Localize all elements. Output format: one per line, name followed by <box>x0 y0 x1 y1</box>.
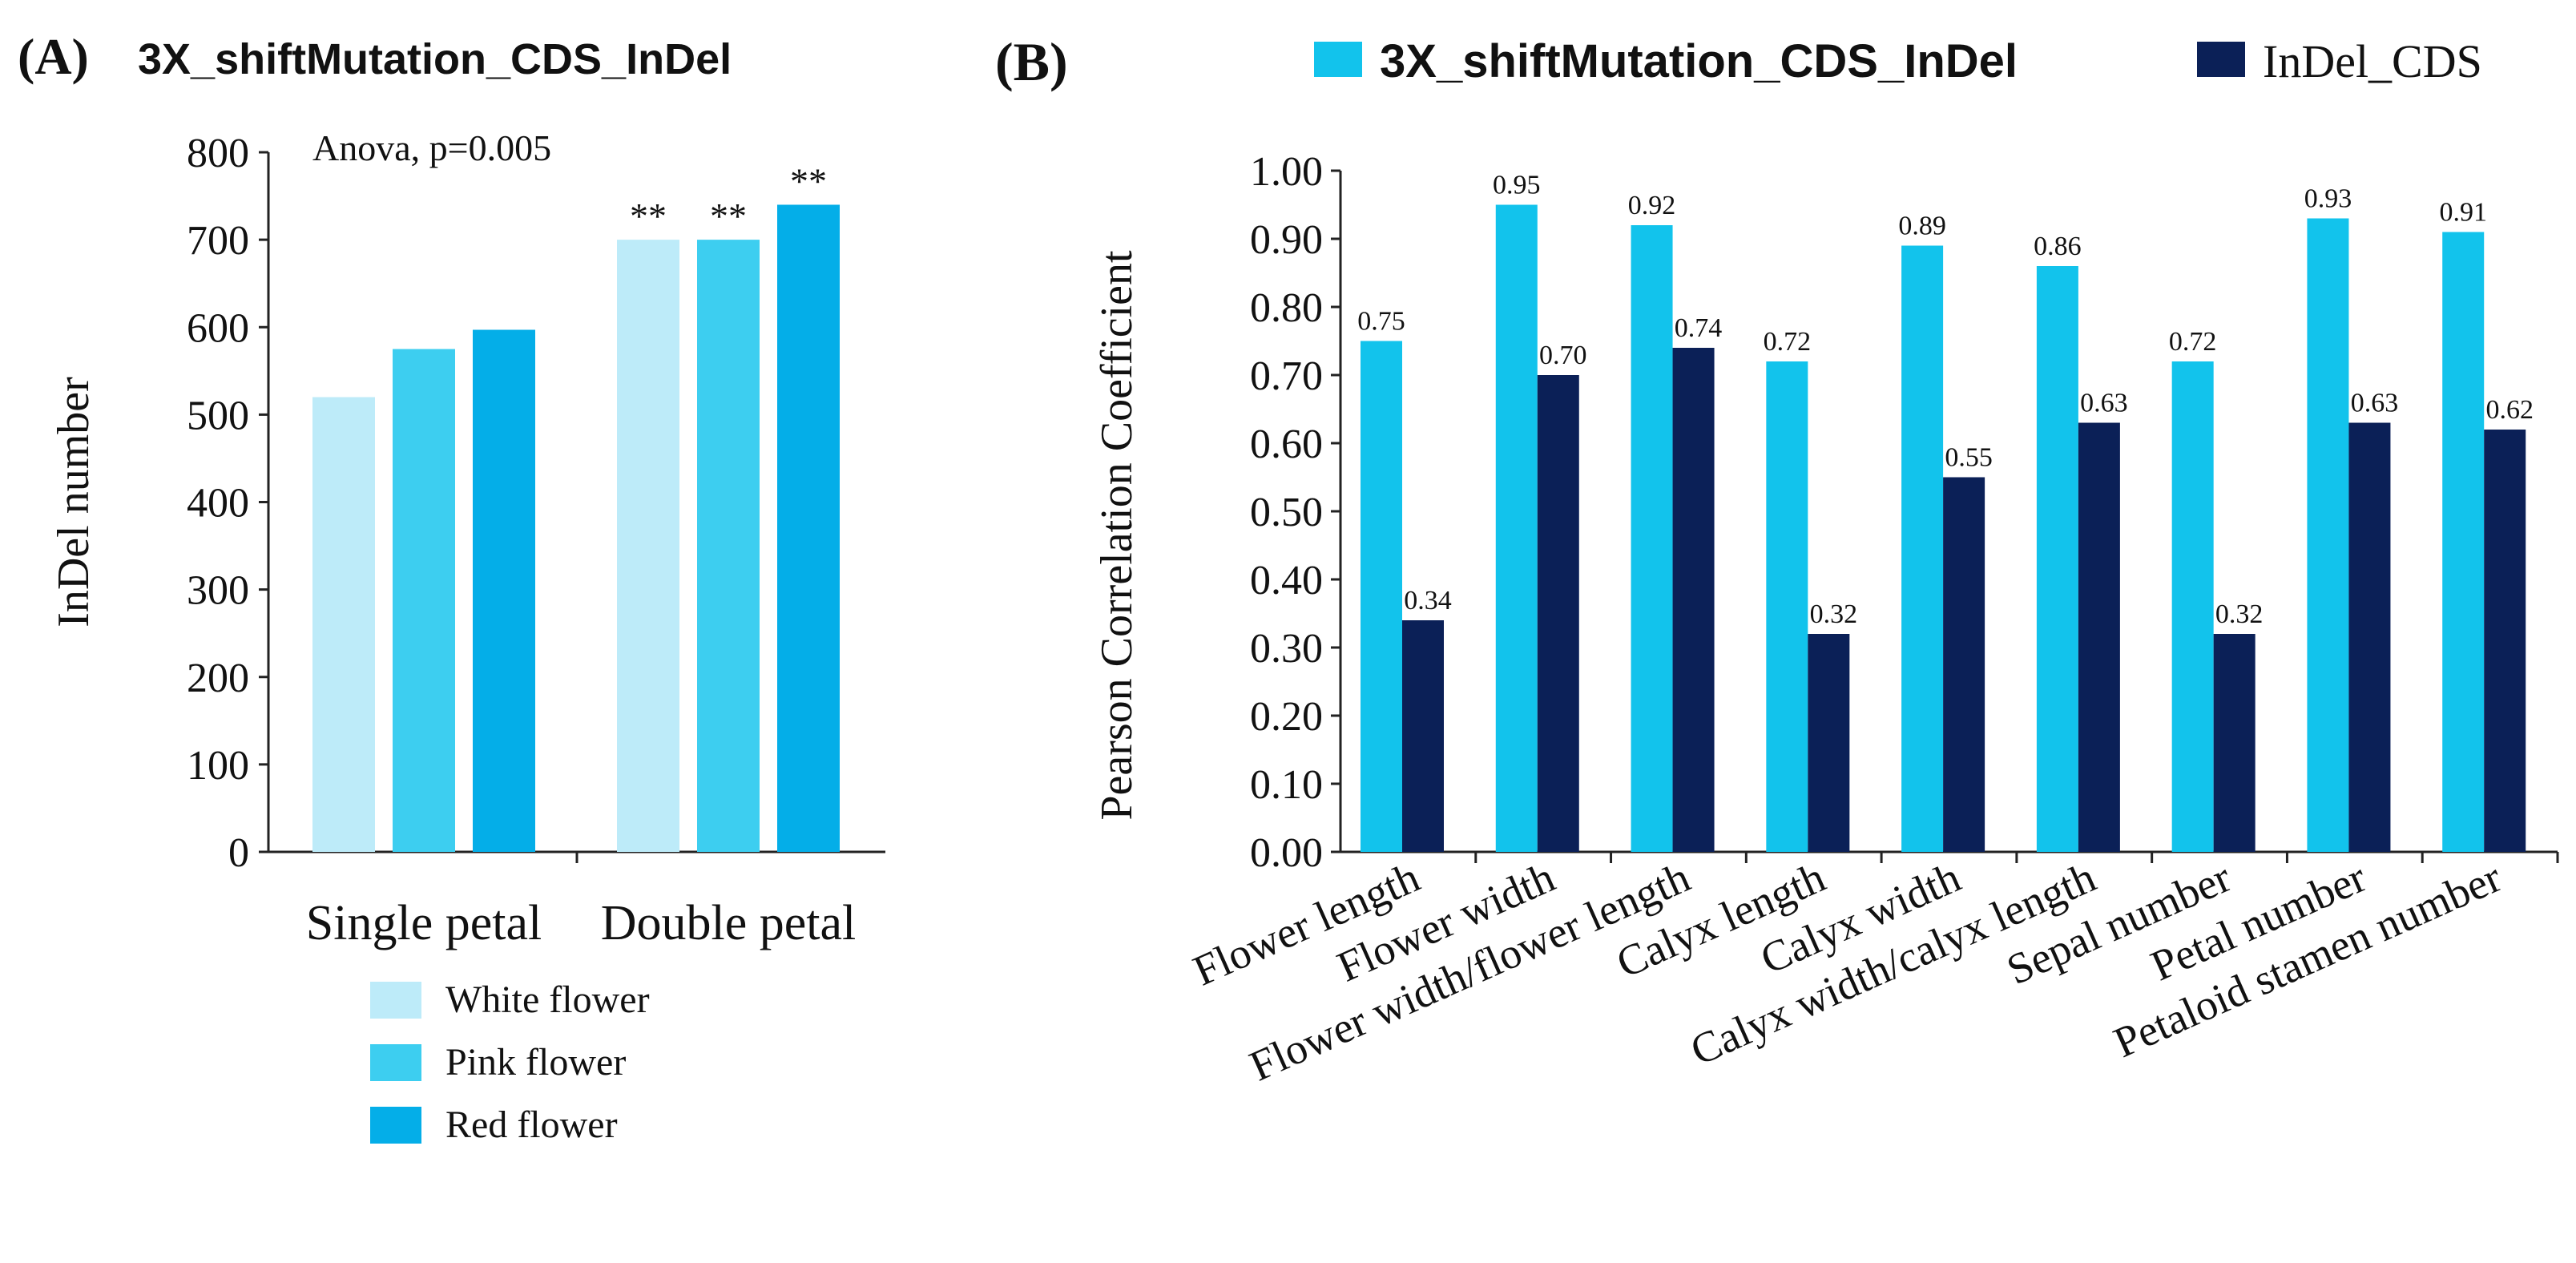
panel-b-legend-swatch <box>2197 42 2245 77</box>
panel-b-y-tick-label: 0.50 <box>1250 490 1323 535</box>
panel-b-data-label: 0.62 <box>2485 395 2534 425</box>
panel-b-bar-shift-mutation <box>2171 361 2214 852</box>
panel-b-bar-shift-mutation <box>1495 204 1538 852</box>
panel-a-y-tick-label: 700 <box>187 218 249 264</box>
panel-b-bar-indel-cds <box>2484 430 2526 852</box>
panel-a-category-label: Single petal <box>306 896 542 950</box>
panel-b-data-label: 0.74 <box>1675 313 1723 343</box>
panel-a-y-tick-label: 400 <box>187 481 249 527</box>
panel-b-legend-label: InDel_CDS <box>2263 35 2482 87</box>
panel-a-bar-white-flower <box>617 240 679 852</box>
panel-b-y-tick-label: 0.00 <box>1250 830 1323 876</box>
panel-b-data-label: 0.92 <box>1628 191 1676 220</box>
panel-a-legend-swatch <box>370 982 421 1019</box>
panel-b-data-label: 0.91 <box>2439 198 2487 228</box>
panel-a-title: 3X_shiftMutation_CDS_InDel <box>138 35 732 83</box>
panel-b-data-label: 0.32 <box>2215 599 2264 629</box>
panel-b-bar-shift-mutation <box>1901 245 1944 852</box>
panel-b-bar-shift-mutation <box>2036 266 2078 852</box>
panel-a-label: (A) <box>18 28 89 85</box>
panel-a-bar-red-flower <box>777 204 840 853</box>
panel-a-y-tick-label: 500 <box>187 393 249 438</box>
panel-b-y-tick-label: 0.60 <box>1250 422 1323 467</box>
panel-b-data-label: 0.63 <box>2080 389 2128 418</box>
panel-b-bar-shift-mutation <box>1631 225 1673 852</box>
panel-b-y-tick-label: 0.90 <box>1250 217 1323 263</box>
panel-b-data-label: 0.93 <box>2304 184 2352 214</box>
panel-b-data-label: 0.63 <box>2351 389 2399 418</box>
panel-a-bar-red-flower <box>473 329 535 852</box>
panel-b-bar-indel-cds <box>1808 634 1850 852</box>
panel-b-bar-indel-cds <box>2348 422 2391 852</box>
panel-a-bar-white-flower <box>312 397 375 852</box>
panel-b-bar-shift-mutation <box>2307 218 2349 852</box>
panel-a-legend-label: Pink flower <box>445 1041 626 1083</box>
panel-a-y-tick-label: 100 <box>187 743 249 789</box>
panel-b-bar-indel-cds <box>1402 620 1444 852</box>
panel-b-data-label: 0.86 <box>2034 232 2082 261</box>
panel-a-legend-swatch <box>370 1044 421 1081</box>
panel-b-legend-swatch <box>1314 42 1362 77</box>
panel-b-data-label: 0.55 <box>1945 443 1993 473</box>
panel-b-bar-indel-cds <box>1943 477 1985 852</box>
panel-a-legend-label: Red flower <box>445 1104 618 1146</box>
panel-a-significance-marker: ** <box>630 196 667 236</box>
panel-b-y-tick-label: 0.30 <box>1250 626 1323 672</box>
panel-b-y-tick-label: 0.70 <box>1250 353 1323 399</box>
panel-b-bar-shift-mutation <box>1766 361 1808 852</box>
panel-b-y-axis-label: Pearson Correlation Coefficient <box>1092 250 1142 821</box>
panel-b-y-tick-label: 0.20 <box>1250 694 1323 740</box>
panel-b-legend-label: 3X_shiftMutation_CDS_InDel <box>1380 35 2018 87</box>
panel-a-y-tick-label: 800 <box>187 131 249 176</box>
panel-b-bar-indel-cds <box>1537 375 1579 852</box>
panel-a-y-axis-label: InDel number <box>49 377 99 627</box>
panel-a-bar-pink-flower <box>697 240 760 852</box>
panel-a-legend-label: White flower <box>445 979 650 1021</box>
panel-a-anova-annotation: Anova, p=0.005 <box>312 127 551 168</box>
panel-a-category-label: Double petal <box>601 896 857 950</box>
panel-b-data-label: 0.95 <box>1493 171 1541 200</box>
panel-a-chart: (A) 3X_shiftMutation_CDS_InDel 0 100 200 300 4… <box>18 28 885 1146</box>
panel-a-bar-pink-flower <box>393 349 455 852</box>
panel-b-bar-indel-cds <box>2213 634 2256 852</box>
panel-b-bar-shift-mutation <box>2442 232 2485 852</box>
panel-b-bar-shift-mutation <box>1361 341 1402 852</box>
panel-a-y-tick-label: 300 <box>187 568 249 614</box>
panel-b-bar-indel-cds <box>1672 348 1715 852</box>
panel-a-significance-marker: ** <box>710 196 747 236</box>
panel-a-significance-marker: ** <box>790 160 827 201</box>
panel-a-legend-swatch <box>370 1107 421 1144</box>
panel-b-data-label: 0.75 <box>1357 307 1405 337</box>
panel-b-data-label: 0.89 <box>1898 212 1946 241</box>
panel-b-y-tick-label: 1.00 <box>1250 149 1323 195</box>
panel-b-data-label: 0.32 <box>1810 599 1858 629</box>
panel-a-y-tick-label: 200 <box>187 656 249 701</box>
panel-b-y-tick-label: 0.40 <box>1250 558 1323 603</box>
panel-a-y-tick-label: 0 <box>228 830 249 876</box>
panel-b-data-label: 0.72 <box>2169 327 2217 357</box>
panel-a-y-tick-label: 600 <box>187 305 249 351</box>
panel-b-data-label: 0.34 <box>1404 586 1452 615</box>
panel-b-label: (B) <box>995 31 1068 92</box>
panel-b-data-label: 0.72 <box>1764 327 1812 357</box>
panel-b-y-tick-label: 0.80 <box>1250 285 1323 331</box>
panel-b-y-tick-label: 0.10 <box>1250 762 1323 808</box>
panel-b-data-label: 0.70 <box>1539 341 1587 370</box>
panel-b-bar-indel-cds <box>2078 422 2120 852</box>
